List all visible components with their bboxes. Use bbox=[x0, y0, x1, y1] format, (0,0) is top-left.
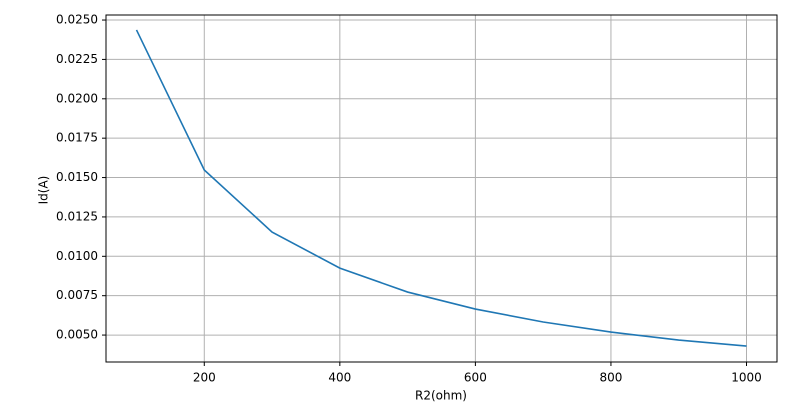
y-tick-label: 0.0100 bbox=[56, 249, 98, 263]
y-tick-label: 0.0150 bbox=[56, 170, 98, 184]
x-axis-label: R2(ohm) bbox=[415, 389, 467, 403]
y-tick-label: 0.0125 bbox=[56, 209, 98, 223]
y-axis-label: Id(A) bbox=[37, 176, 51, 205]
y-tick-label: 0.0175 bbox=[56, 131, 98, 145]
x-tick-label: 1000 bbox=[731, 371, 762, 385]
y-tick-label: 0.0050 bbox=[56, 328, 98, 342]
x-tick-label: 400 bbox=[328, 371, 351, 385]
plot-frame bbox=[105, 14, 778, 363]
y-tick-label: 0.0075 bbox=[56, 288, 98, 302]
x-tick-label: 200 bbox=[193, 371, 216, 385]
x-tick-label: 600 bbox=[464, 371, 487, 385]
y-tick-label: 0.0225 bbox=[56, 52, 98, 66]
x-tick-label: 800 bbox=[599, 371, 622, 385]
data-line bbox=[135, 29, 747, 347]
y-tick-label: 0.0250 bbox=[56, 13, 98, 27]
y-tick-label: 0.0200 bbox=[56, 91, 98, 105]
